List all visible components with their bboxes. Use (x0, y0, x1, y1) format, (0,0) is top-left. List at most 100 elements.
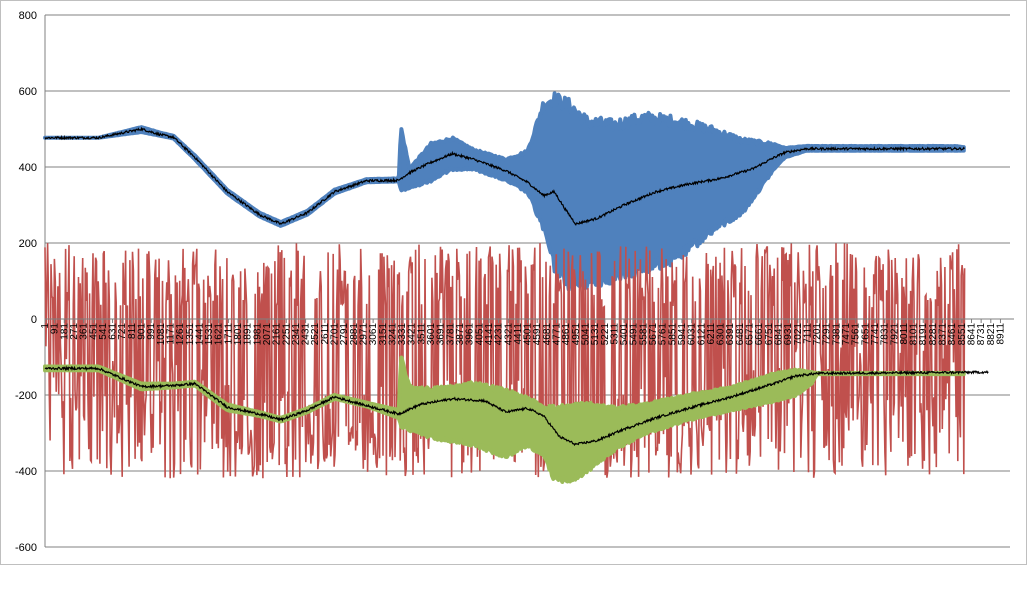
x-tick-label: 2701 (330, 323, 341, 346)
y-tick-label: 800 (19, 10, 37, 22)
x-tick-label: 8191 (918, 323, 929, 346)
x-tick-label: 1 (40, 323, 51, 329)
x-tick-label: 4861 (561, 323, 572, 346)
x-tick-label: 2791 (339, 323, 350, 346)
x-tick-label: 361 (79, 323, 90, 340)
x-tick-label: 3241 (387, 323, 398, 346)
x-tick-label: 8011 (899, 323, 910, 345)
x-tick-label: 1441 (194, 323, 205, 346)
x-tick-label: 4951 (571, 323, 582, 346)
x-tick-label: 3601 (426, 323, 437, 346)
x-tick-label: 5131 (590, 323, 601, 346)
x-tick-label: 6751 (764, 323, 775, 346)
x-tick-label: 3781 (445, 323, 456, 346)
x-tick-label: 8101 (909, 323, 920, 346)
x-tick-label: 8551 (957, 323, 968, 346)
y-tick-label: 200 (19, 238, 37, 250)
x-tick-label: 6661 (754, 323, 765, 346)
x-tick-label: 5671 (648, 323, 659, 346)
x-tick-label: 1081 (156, 323, 167, 346)
x-tick-label: 6571 (745, 323, 756, 346)
x-tick-label: 3961 (465, 323, 476, 346)
x-tick-label: 4771 (552, 323, 563, 346)
y-axis: 800 600 400 200 0 -200 -400 -600 (15, 10, 46, 554)
x-tick-label: 811 (127, 323, 138, 339)
mean-line (44, 365, 989, 447)
x-tick-label: 2971 (358, 323, 369, 346)
x-tick-label: 5221 (600, 323, 611, 346)
y-tick-label: 600 (19, 86, 37, 98)
x-tick-label: 3421 (407, 323, 418, 346)
x-tick-label: 4411 (513, 323, 524, 345)
x-tick-label: 4231 (494, 323, 505, 346)
x-tick-label: 7471 (841, 323, 852, 346)
x-tick-label: 7381 (831, 323, 842, 346)
x-tick-label: 7831 (880, 323, 891, 346)
x-tick-label: 5581 (638, 323, 649, 346)
x-tick-label: 2881 (349, 323, 360, 346)
x-tick-label: 991 (146, 323, 157, 340)
x-tick-label: 5401 (619, 323, 630, 346)
x-tick-label: 3871 (455, 323, 466, 346)
x-tick-label: 451 (88, 323, 99, 340)
x-tick-label: 5851 (667, 323, 678, 346)
x-tick-label: 4591 (532, 323, 543, 346)
x-tick-label: 1891 (243, 323, 254, 346)
x-tick-label: 2071 (262, 323, 273, 346)
x-tick-label: 8281 (928, 323, 939, 346)
x-tick-label: 6301 (716, 323, 727, 346)
y-tick-label: -400 (15, 466, 37, 478)
x-tick-label: 1621 (214, 323, 225, 346)
x-tick-label: 5311 (609, 323, 620, 345)
x-tick-label: 2341 (291, 323, 302, 346)
x-tick-label: 8461 (947, 323, 958, 346)
x-tick-label: 4681 (542, 323, 553, 346)
x-tick-label: 3151 (378, 323, 389, 346)
x-tick-label: 1261 (175, 323, 186, 346)
y-tick-label: 0 (31, 314, 37, 326)
x-tick-label: 3691 (436, 323, 447, 346)
x-tick-label: 1801 (233, 323, 244, 346)
x-tick-label: 6931 (783, 323, 794, 346)
x-axis: 1911812713614515416317218119019911081117… (40, 318, 1014, 346)
x-tick-label: 1351 (185, 323, 196, 346)
x-tick-label: 7021 (793, 323, 804, 346)
x-tick-label: 8641 (967, 323, 978, 346)
x-tick-label: 631 (108, 323, 119, 340)
x-tick-label: 721 (117, 323, 128, 340)
x-tick-label: 3511 (416, 323, 427, 345)
x-tick-label: 2611 (320, 323, 331, 345)
x-tick-label: 1981 (252, 323, 263, 346)
x-tick-label: 91 (50, 323, 61, 335)
x-tick-label: 541 (98, 323, 109, 340)
y-tick-label: 400 (19, 162, 37, 174)
x-tick-label: 1711 (223, 323, 234, 345)
x-tick-label: 4051 (474, 323, 485, 346)
x-tick-label: 4141 (484, 323, 495, 346)
x-tick-label: 901 (137, 323, 148, 340)
x-tick-label: 8371 (938, 323, 949, 346)
x-tick-label: 1171 (165, 323, 176, 345)
x-tick-label: 2161 (272, 323, 283, 346)
series-group (43, 91, 989, 484)
x-tick-label: 6481 (735, 323, 746, 346)
x-tick-label: 6841 (773, 323, 784, 346)
x-tick-label: 8911 (995, 323, 1006, 345)
x-tick-label: 7201 (812, 323, 823, 346)
x-tick-label: 7651 (860, 323, 871, 346)
x-tick-label: 8731 (976, 323, 987, 346)
x-tick-label: 6121 (696, 323, 707, 346)
mean-line (44, 126, 965, 226)
x-tick-label: 7291 (822, 323, 833, 346)
x-tick-label: 5041 (580, 323, 591, 346)
x-tick-label: 7561 (851, 323, 862, 346)
x-tick-label: 5761 (658, 323, 669, 346)
y-tick-label: -600 (15, 542, 37, 554)
x-tick-label: 3061 (368, 323, 379, 346)
x-tick-label: 4321 (503, 323, 514, 346)
series-1-line (44, 126, 965, 226)
x-tick-label: 2431 (301, 323, 312, 346)
x-tick-label: 7921 (889, 323, 900, 346)
